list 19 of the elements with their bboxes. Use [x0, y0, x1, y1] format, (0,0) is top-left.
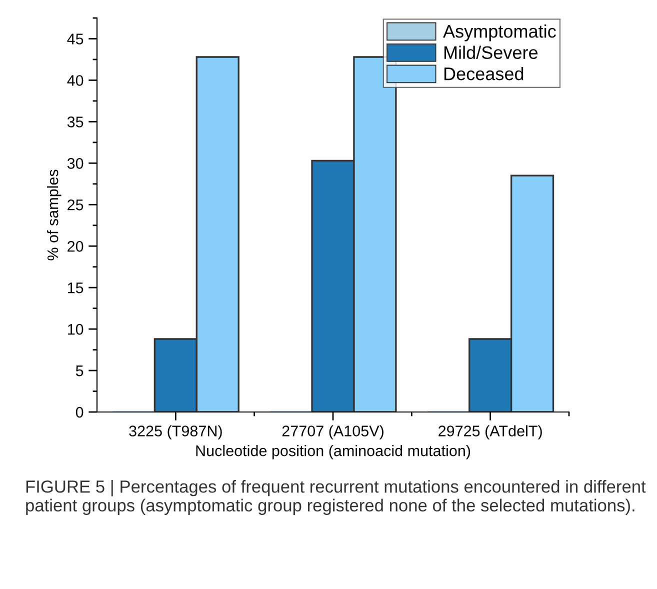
legend-label: Deceased	[444, 67, 524, 80]
x-axis-title: Nucleotide position (aminoacid mutation)	[196, 444, 470, 460]
legend-label: Asymptomatic	[443, 24, 556, 42]
legend-label: Mild/Severe	[444, 46, 538, 60]
y-tick-label: 15	[68, 282, 84, 294]
y-tick-label: 40	[67, 75, 84, 86]
x-tick-label: 27707 (A105V)	[282, 425, 384, 440]
y-tick-label: 10	[68, 324, 84, 335]
y-tick-label: 45	[67, 34, 84, 44]
x-tick-label: 29725 (ATdelT)	[438, 425, 542, 440]
caption: FIGURE 5 | Percentages of frequent recurrent mutations encountered in different patient groups (asymptomatic group registered none of the selected mutations).	[26, 480, 646, 515]
y-tick-label: 0	[76, 406, 84, 418]
y-axis-title: % of samples	[47, 170, 62, 260]
y-tick-label: 30	[67, 158, 84, 169]
y-tick-label: 5	[76, 366, 84, 376]
y-tick-label: 35	[67, 116, 84, 128]
y-tick-label: 25	[68, 200, 84, 210]
y-tick-label: 20	[68, 240, 84, 252]
x-tick-label: 3225 (T987N)	[129, 425, 222, 440]
